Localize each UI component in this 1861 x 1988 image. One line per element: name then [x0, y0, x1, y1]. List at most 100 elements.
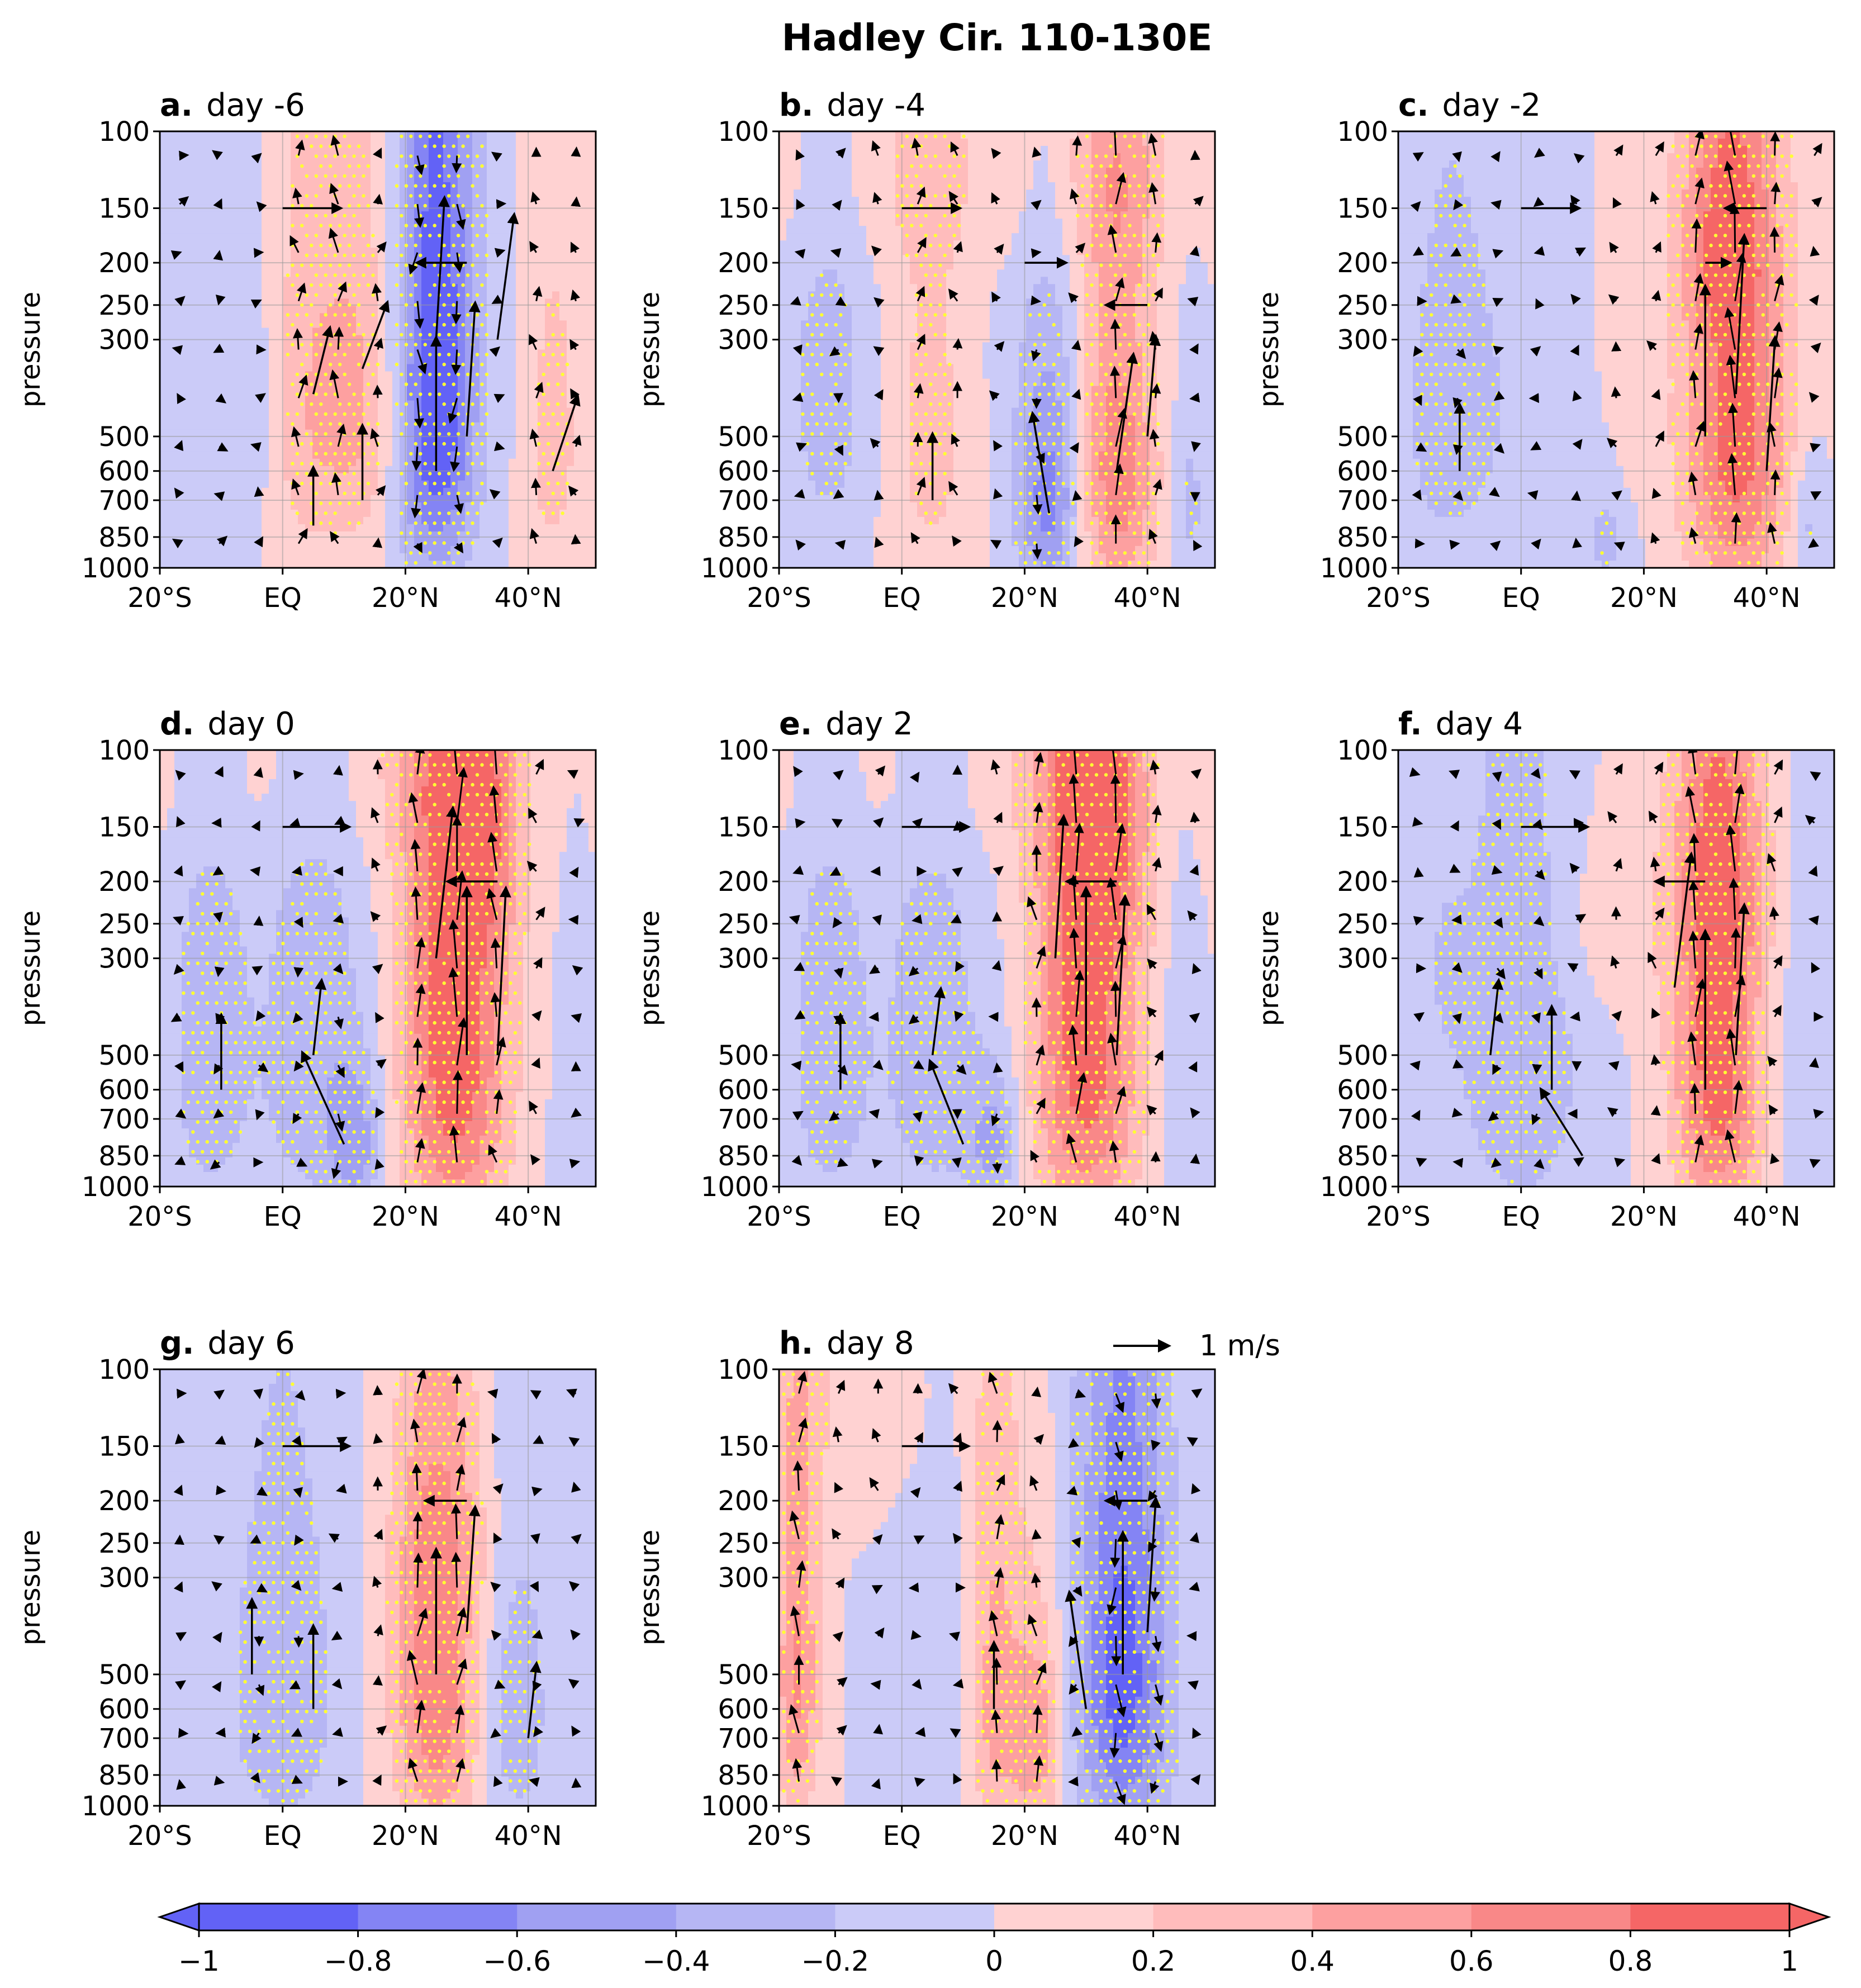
contour-cell — [291, 226, 298, 234]
stipple-dot — [414, 224, 417, 227]
contour-cell — [371, 262, 378, 270]
contour-cell — [545, 269, 553, 277]
contour-cell — [472, 524, 480, 532]
contour-cell — [830, 139, 838, 146]
contour-cell — [232, 189, 240, 197]
contour-cell — [458, 139, 466, 146]
stipple-dot — [343, 412, 346, 416]
contour-cell — [516, 516, 524, 525]
stipple-dot — [338, 243, 342, 248]
contour-cell — [574, 306, 582, 314]
contour-cell — [523, 146, 531, 154]
contour-cell — [837, 516, 845, 525]
contour-cell — [174, 306, 182, 314]
contour-cell — [837, 320, 845, 328]
contour-cell — [779, 335, 787, 343]
contour-cell — [487, 226, 495, 234]
contour-cell — [276, 160, 284, 168]
contour-cell — [786, 415, 794, 423]
contour-cell — [779, 211, 787, 219]
contour-cell — [254, 480, 262, 488]
contour-cell — [363, 182, 371, 190]
contour-cell — [429, 364, 436, 372]
contour-cell — [341, 262, 349, 270]
stipple-dot — [409, 452, 413, 456]
contour-cell — [545, 189, 553, 197]
contour-cell — [371, 545, 378, 554]
contour-cell — [786, 211, 794, 219]
contour-cell — [232, 342, 240, 350]
contour-cell — [429, 553, 436, 561]
contour-cell — [312, 197, 320, 205]
contour-cell — [574, 262, 582, 270]
contour-cell — [225, 545, 233, 554]
contour-cell — [167, 509, 175, 518]
contour-cell — [211, 466, 219, 474]
contour-cell — [218, 429, 226, 438]
stipple-dot — [404, 224, 409, 227]
contour-cell — [218, 277, 226, 284]
contour-cell — [174, 168, 182, 175]
contour-cell — [196, 175, 204, 183]
contour-cell — [808, 531, 816, 539]
contour-cell — [189, 480, 197, 488]
contour-cell — [218, 328, 226, 336]
stipple-dot — [404, 462, 409, 466]
contour-cell — [545, 139, 553, 146]
stipple-dot — [547, 343, 550, 347]
contour-cell — [160, 458, 168, 467]
contour-cell — [465, 436, 473, 445]
contour-cell — [378, 255, 386, 263]
stipple-dot — [362, 154, 365, 158]
contour-cell — [203, 131, 211, 139]
contour-cell — [392, 248, 400, 255]
contour-cell — [837, 168, 845, 175]
contour-cell — [312, 480, 320, 488]
contour-cell — [305, 407, 313, 416]
contour-cell — [203, 357, 211, 365]
contour-cell — [801, 189, 809, 197]
contour-cell — [378, 545, 386, 554]
contour-cell — [501, 480, 509, 488]
contour-cell — [378, 386, 386, 394]
contour-cell — [823, 306, 830, 314]
contour-cell — [240, 328, 248, 336]
contour-cell — [436, 197, 444, 205]
contour-cell — [487, 320, 495, 328]
contour-cell — [385, 538, 393, 547]
contour-cell — [203, 480, 211, 488]
contour-cell — [291, 277, 298, 284]
contour-cell — [794, 451, 801, 459]
stipple-dot — [551, 412, 555, 416]
contour-cell — [218, 182, 226, 190]
contour-cell — [203, 545, 211, 554]
contour-cell — [312, 262, 320, 270]
contour-cell — [225, 407, 233, 416]
contour-cell — [269, 531, 277, 539]
contour-cell — [385, 378, 393, 387]
contour-cell — [371, 168, 378, 175]
contour-cell — [378, 364, 386, 372]
contour-cell — [494, 480, 502, 488]
contour-cell — [786, 153, 794, 161]
contour-cell — [262, 175, 269, 183]
contour-cell — [480, 342, 487, 350]
stipple-dot — [314, 452, 318, 456]
contour-cell — [232, 495, 240, 503]
stipple-dot — [314, 234, 318, 238]
contour-cell — [218, 335, 226, 343]
contour-cell — [436, 538, 444, 547]
stipple-dot — [347, 442, 352, 446]
contour-cell — [574, 509, 582, 518]
contour-cell — [779, 378, 787, 387]
contour-cell — [472, 407, 480, 416]
contour-cell — [298, 502, 306, 510]
contour-cell — [356, 371, 364, 379]
contour-cell — [494, 509, 502, 518]
contour-cell — [823, 509, 830, 518]
contour-cell — [815, 378, 823, 387]
stipple-dot — [329, 501, 333, 505]
contour-cell — [269, 444, 277, 452]
contour-cell — [276, 189, 284, 197]
stipple-dot — [409, 234, 413, 238]
